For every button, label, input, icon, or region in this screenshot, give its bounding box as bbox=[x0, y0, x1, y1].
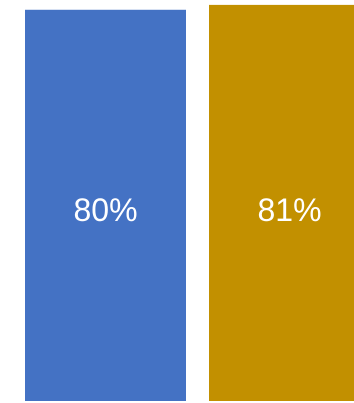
bar-1 bbox=[25, 9, 186, 402]
bar-2-value-label: 81% bbox=[257, 192, 321, 228]
bar-1-value-label: 80% bbox=[73, 192, 137, 228]
bars-group bbox=[25, 4, 354, 402]
data-labels-group: 80% 81% bbox=[73, 192, 321, 228]
bar-2 bbox=[209, 4, 354, 401]
